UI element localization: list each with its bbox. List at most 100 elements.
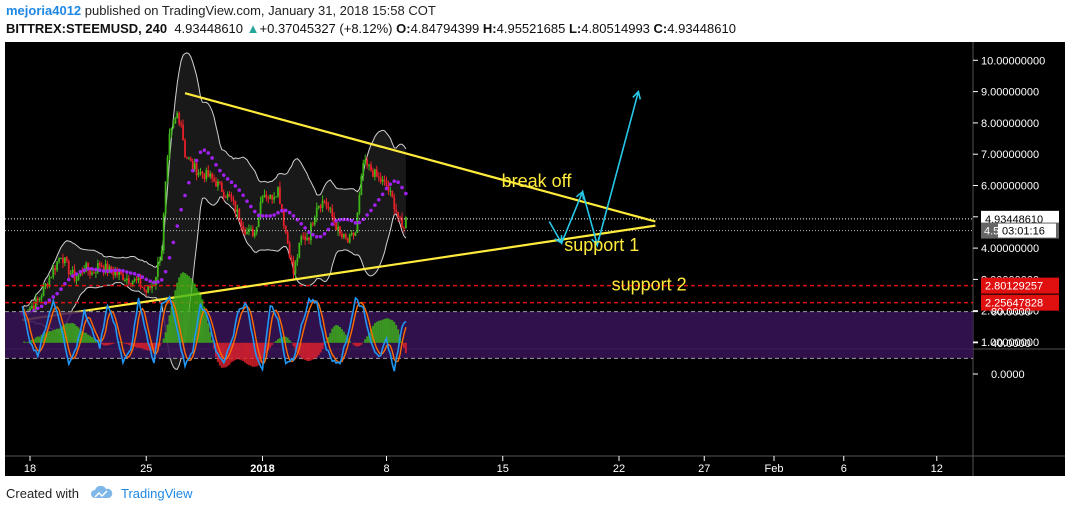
countdown-label: 03:01:16 <box>1002 226 1045 238</box>
histogram-bar <box>313 342 316 359</box>
candle-body <box>253 232 256 237</box>
histogram-bar <box>172 298 175 343</box>
chart-svg[interactable]: 1.000000002.000000003.000000004.00000000… <box>5 42 1065 476</box>
ma-point <box>384 186 389 191</box>
candle-body <box>209 173 212 177</box>
candle-body <box>36 298 39 301</box>
ma-point <box>280 208 284 213</box>
ma-point <box>163 269 168 274</box>
histogram-bar <box>187 276 190 343</box>
candle-body <box>290 258 293 261</box>
candle-body <box>211 173 214 179</box>
ma-point <box>194 158 199 163</box>
candle-body <box>65 257 68 261</box>
histogram-bar <box>317 342 320 356</box>
candle-body <box>325 201 328 207</box>
candle-body <box>201 172 204 175</box>
histogram-bar <box>242 342 245 362</box>
ma-point <box>349 218 354 223</box>
histogram-bar <box>133 342 136 347</box>
histogram-bar <box>253 342 256 367</box>
candle-body <box>38 298 41 301</box>
candle-body <box>333 216 336 223</box>
histogram-bar <box>385 318 388 343</box>
histogram-bar <box>147 342 150 351</box>
last-price: 4.93448610 <box>174 21 244 36</box>
histogram-bar <box>370 328 372 343</box>
histogram-bar <box>222 342 225 368</box>
osc-tick-label: 0.0000 <box>991 369 1025 381</box>
ma-point <box>283 208 288 213</box>
tradingview-cloud-icon <box>90 485 112 498</box>
ma-point <box>159 277 164 282</box>
candle-body <box>58 258 60 262</box>
histogram-bar <box>395 325 398 343</box>
histogram-bar <box>54 329 57 343</box>
bollinger-fill <box>22 52 406 370</box>
candle-body <box>389 190 392 192</box>
candle-body <box>257 214 260 228</box>
candle-body <box>360 176 363 195</box>
histogram-bar <box>42 333 45 343</box>
triangle-upper-line <box>184 92 656 223</box>
candle-body <box>302 236 305 238</box>
publisher-username[interactable]: mejoria4012 <box>6 3 82 18</box>
ma-point <box>256 213 261 218</box>
histogram-bar <box>102 342 105 346</box>
projection-arrowhead <box>632 89 642 100</box>
histogram-bar <box>383 318 386 343</box>
candle-body <box>164 181 167 214</box>
tradingview-link[interactable]: TradingView <box>121 486 193 501</box>
ma-point <box>241 193 245 198</box>
candle-body <box>269 194 272 199</box>
histogram-bar <box>377 320 380 343</box>
candle-body <box>373 169 376 177</box>
ma-point <box>101 269 106 273</box>
histogram-bar <box>337 325 340 343</box>
ma-point <box>342 217 346 222</box>
support-price-box-1 <box>981 277 1059 294</box>
candle-body <box>379 177 382 182</box>
candle-body <box>32 305 35 310</box>
candle-body <box>273 196 276 200</box>
histogram-bar <box>290 342 293 343</box>
histogram-bar <box>135 342 138 348</box>
candle-body <box>240 220 243 226</box>
candle-body <box>174 118 177 124</box>
candle-body <box>124 280 126 282</box>
candle-body <box>118 271 121 275</box>
histogram-bar <box>180 273 183 343</box>
histogram-bar <box>145 342 148 350</box>
histogram-bar <box>321 342 324 349</box>
countdown-partial-price: 4.5 <box>984 226 999 238</box>
candle-body <box>288 243 291 259</box>
ma-point <box>237 188 242 192</box>
histogram-bar <box>30 339 33 343</box>
histogram-bar <box>288 340 291 343</box>
candle-body <box>60 257 62 259</box>
candle-body <box>331 208 334 217</box>
candle-body <box>50 276 53 278</box>
chart-area[interactable]: 1.000000002.000000003.000000004.00000000… <box>5 42 1065 476</box>
candle-body <box>186 157 188 159</box>
histogram-bar <box>236 342 239 360</box>
histogram-bar <box>366 336 369 343</box>
ma-point <box>299 221 304 226</box>
ma-point <box>225 177 230 181</box>
candle-body <box>217 181 219 187</box>
histogram-bar <box>302 342 305 360</box>
histogram-bar <box>397 329 400 343</box>
ma-point <box>345 217 350 222</box>
histogram-bar <box>156 342 159 349</box>
histogram-bar <box>402 342 405 348</box>
candle-body <box>114 272 117 276</box>
candle-body <box>279 187 281 205</box>
candle-body <box>395 209 398 212</box>
ma-point <box>86 266 90 271</box>
histogram-bar <box>275 341 278 343</box>
histogram-bar <box>251 342 254 367</box>
candle-body <box>226 194 229 198</box>
candle-body <box>244 229 246 234</box>
candle-body <box>40 295 43 299</box>
histogram-bar <box>230 342 233 363</box>
